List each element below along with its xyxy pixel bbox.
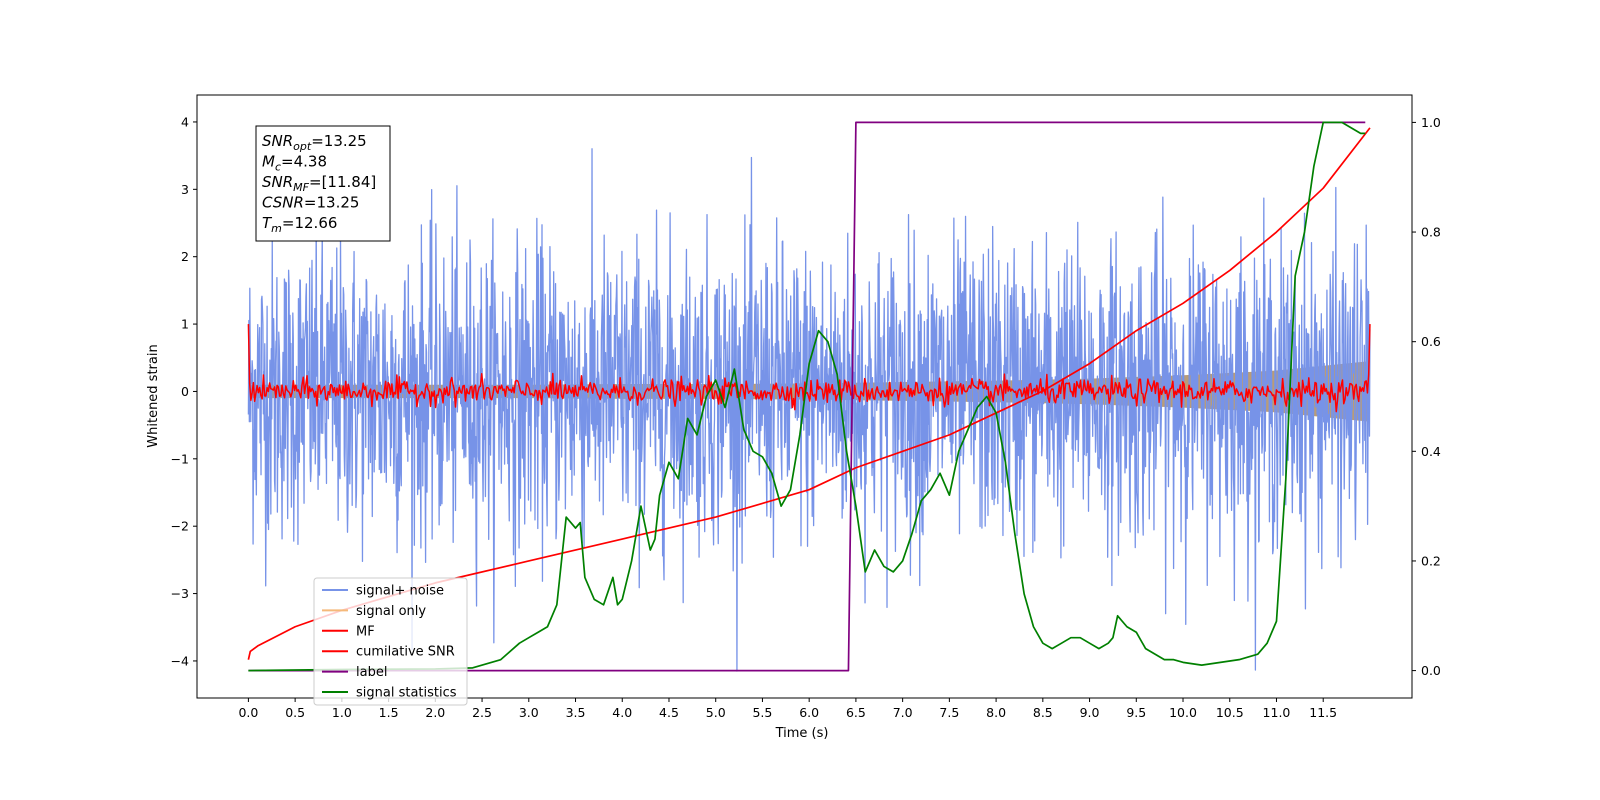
- y-tick-label: 3: [181, 182, 189, 197]
- annotation-box: SNRopt=13.25Mc=4.38SNRMF=[11.84]CSNR=13.…: [255, 125, 391, 242]
- y2-tick-label: 0.6: [1421, 334, 1441, 349]
- x-tick-label: 5.0: [706, 705, 726, 720]
- x-axis: 0.0 0.5 1.0 1.5 2.0 2.5 3.0 3.5 4.0 4.5 5.0 5.5 6.0 6…: [238, 698, 1337, 720]
- x-tick-label: 0.5: [285, 705, 305, 720]
- y-tick-label: 1: [181, 317, 189, 332]
- x-tick-label: 2.0: [425, 705, 445, 720]
- x-tick-label: 2.5: [472, 705, 492, 720]
- legend-frame: [313, 577, 468, 706]
- x-tick-label: 3.0: [519, 705, 539, 720]
- y-tick-label: 0: [181, 384, 189, 399]
- x-tick-label: 0.0: [238, 705, 258, 720]
- y2-tick-label: 0.4: [1421, 444, 1441, 459]
- annotation-line: SNRopt=13.25: [262, 132, 367, 153]
- x-tick-label: 6.0: [799, 705, 819, 720]
- legend-entry-mf: MF: [356, 624, 375, 639]
- legend-entry-signal-statistics: signal statistics: [356, 686, 457, 701]
- y-tick-label: 4: [181, 114, 189, 129]
- x-tick-label: 1.0: [332, 705, 352, 720]
- y2-tick-label: 0.8: [1421, 225, 1441, 240]
- annotation-line: CSNR=13.25: [262, 194, 359, 212]
- annotation-line: Tm=12.66: [262, 214, 337, 235]
- y-axis-left: −4 −3 −2 −1 0 1 2 3 4: [171, 114, 197, 668]
- x-tick-label: 6.5: [846, 705, 866, 720]
- x-tick-label: 7.5: [939, 705, 959, 720]
- x-axis-label: Time (s): [775, 726, 829, 741]
- y2-tick-label: 0.0: [1421, 663, 1441, 678]
- y2-tick-label: 1.0: [1421, 115, 1441, 130]
- legend-entry-label: label: [356, 665, 387, 680]
- x-tick-label: 10.5: [1216, 705, 1244, 720]
- y-axis-label: Whitened strain: [146, 344, 161, 447]
- series-signal-statistics: [248, 121, 1366, 672]
- x-tick-label: 3.5: [566, 705, 586, 720]
- y2-tick-label: 0.2: [1421, 553, 1441, 568]
- x-tick-label: 10.0: [1169, 705, 1197, 720]
- x-tick-label: 7.0: [893, 705, 913, 720]
- annotation-line: SNRMF=[11.84]: [262, 173, 376, 194]
- y-tick-label: −1: [171, 451, 189, 466]
- series-signal-noise: [247, 148, 1371, 672]
- legend-entry-cumilative-snr: cumilative SNR: [356, 645, 455, 660]
- series-mf: [247, 324, 1371, 413]
- x-tick-label: 11.5: [1309, 705, 1337, 720]
- annotation-frame: [255, 125, 391, 242]
- x-tick-label: 1.5: [379, 705, 399, 720]
- plot-frame: [196, 94, 1413, 699]
- series-label: [248, 121, 1366, 672]
- y-tick-label: −2: [171, 519, 189, 534]
- x-tick-label: 11.0: [1263, 705, 1291, 720]
- legend-entry-signal-only: signal only: [356, 604, 426, 619]
- x-tick-label: 8.0: [986, 705, 1006, 720]
- noise-layer: [247, 148, 1371, 672]
- legend-entry-signal-noise: signal+ noise: [356, 584, 444, 599]
- x-tick-label: 4.0: [612, 705, 632, 720]
- y-tick-label: −4: [171, 653, 189, 668]
- legend: signal+ noise signal only MF cumilative SNR…: [313, 577, 468, 706]
- y-tick-label: −3: [171, 586, 189, 601]
- annotation-line: Mc=4.38: [262, 153, 327, 174]
- x-tick-label: 9.0: [1080, 705, 1100, 720]
- y-tick-label: 2: [181, 249, 189, 264]
- x-tick-label: 5.5: [752, 705, 772, 720]
- y-axis-right: 0.0 0.2 0.4 0.6 0.8 1.0: [1412, 115, 1441, 678]
- x-tick-label: 9.5: [1126, 705, 1146, 720]
- x-tick-label: 4.5: [659, 705, 679, 720]
- x-tick-label: 8.5: [1033, 705, 1053, 720]
